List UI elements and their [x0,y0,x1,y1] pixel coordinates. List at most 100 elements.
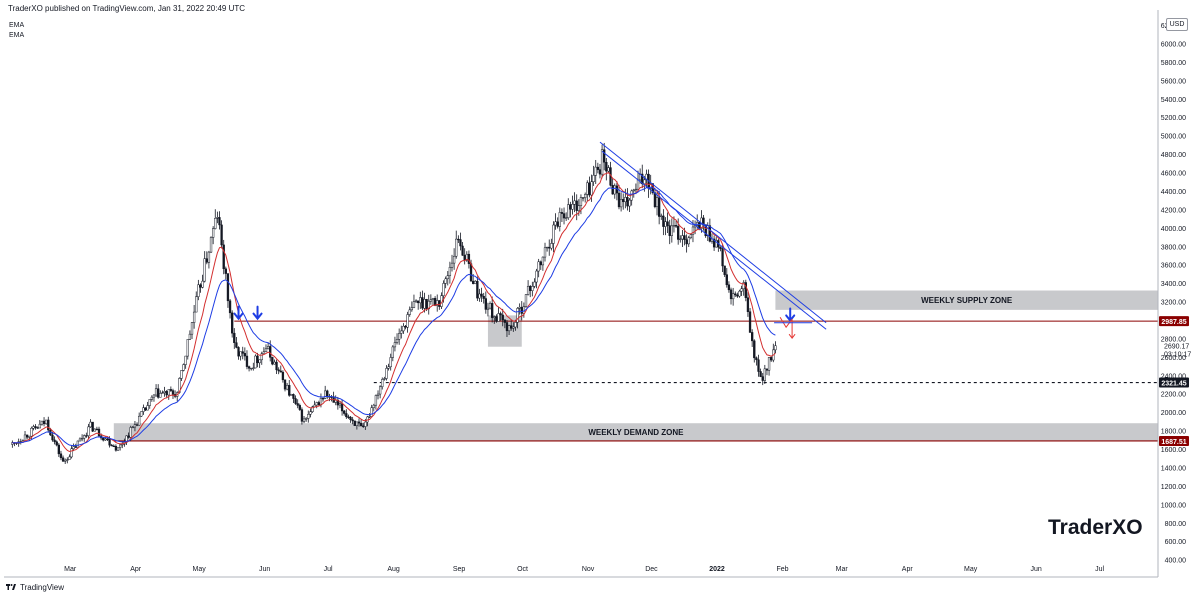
candle-body-120 [264,348,268,353]
x-tick-label: Jul [1095,566,1104,573]
candle-body-268 [577,205,580,211]
candle-body-192 [417,300,420,304]
y-tick-label: 2000.00 [1161,410,1186,417]
candle-body-14 [40,420,44,425]
candle-body-267 [575,200,578,211]
indicator-ema-slow[interactable]: EMA [9,32,25,39]
candle-body-189 [410,307,413,311]
x-tick-label: Mar [64,566,77,573]
candle-body-317 [681,235,684,240]
candle-body-292 [628,199,631,207]
candle-body-101 [224,268,227,274]
price-axis: 400.00 600.00 800.00 1000.00 1200.00 1400.00 1… [1161,23,1186,565]
candle-body-140 [307,414,310,419]
y-tick-label: 5800.00 [1161,60,1186,67]
candle-body-81 [182,364,185,371]
candle-body-90 [201,280,204,288]
candle-body-273 [588,182,591,196]
candle-body-269 [579,197,583,206]
candle-body-55 [127,435,130,438]
footer: TradingView [6,580,64,594]
candle-body-229 [495,316,498,322]
candle-body-166 [362,425,365,427]
y-tick-label: 5400.00 [1161,97,1186,104]
y-tick-label: 2200.00 [1161,392,1186,399]
candle-body-201 [436,300,439,306]
zone-label-0: WEEKLY SUPPLY ZONE [921,296,1013,305]
blue-down-arrow-2 [785,307,796,323]
candle-body-318 [683,235,686,240]
candle-body-256 [552,224,555,244]
candle-body-59 [135,424,139,426]
candle-body-95 [211,228,215,238]
candle-body-250 [539,261,542,266]
x-tick-label: Aug [387,566,400,573]
candle-body-6 [23,434,27,441]
candle-body-291 [626,197,629,207]
tradingview-logo-icon [6,583,16,591]
y-tick-label: 5600.00 [1161,78,1186,85]
candle-body-186 [404,325,407,328]
candle-body-62 [142,407,145,412]
candle-body-104 [231,312,234,334]
candle-body-319 [685,239,688,245]
y-tick-label: 3400.00 [1161,281,1186,288]
candle-body-206 [446,275,449,280]
candle-body-277 [596,166,600,170]
candle-body-12 [36,427,39,429]
price-tag-supply-level-text: 2987.85 [1161,319,1186,326]
candle-body-263 [567,204,570,219]
candle-body-221 [478,293,481,299]
candle-body-185 [402,325,405,332]
candle-body-272 [586,182,589,195]
candle-body-148 [324,390,327,399]
candle-body-176 [383,378,386,380]
candle-body-16 [45,419,48,425]
candle-body-76 [171,390,175,395]
candle-body-174 [378,386,382,395]
candle-body-173 [376,393,380,396]
candle-body-94 [209,237,213,253]
candle-body-22 [57,444,60,455]
candle-body-193 [419,297,422,304]
candle-body-70 [159,393,162,398]
price-tag-dashed-level-text: 2321.45 [1161,381,1186,388]
candle-body-137 [300,409,304,422]
blue-down-arrow-0 [233,305,244,321]
candle-body-92 [205,258,208,263]
candle-body-314 [674,225,678,227]
candle-body-350 [751,332,754,342]
zone-rect-0 [775,290,1158,310]
candle-body-296 [636,179,640,190]
candle-body-289 [622,199,625,203]
candle-body-127 [279,370,282,373]
y-tick-label: 4600.00 [1161,171,1186,178]
candle-body-284 [611,185,614,195]
candle-body-20 [53,439,56,443]
candle-body-58 [133,424,137,428]
candle-body-244 [526,286,530,295]
candle-body-71 [161,392,164,394]
publisher-line: TraderXO published on TradingView.com, J… [8,4,246,13]
candle-body-147 [321,398,325,400]
candle-body-141 [309,411,312,415]
candle-body-344 [738,290,741,297]
candle-body-271 [584,194,587,198]
indicator-ema-fast[interactable]: EMA [9,22,25,29]
candle-body-251 [541,256,545,266]
candle-body-199 [431,298,435,301]
candle-body-19 [51,434,54,441]
candle-body-36 [87,426,90,436]
trendline-0 [599,141,827,324]
currency-button[interactable]: USD [1166,18,1188,31]
candle-body-8 [28,435,31,438]
candle-body-118 [260,353,263,361]
candle-body-96 [214,218,217,229]
candle-body-103 [228,300,232,314]
candle-body-133 [292,394,295,399]
candle-body-353 [757,359,760,372]
candle-body-160 [349,416,352,421]
red-projection-arrow [779,316,796,340]
candle-body-322 [691,226,695,235]
